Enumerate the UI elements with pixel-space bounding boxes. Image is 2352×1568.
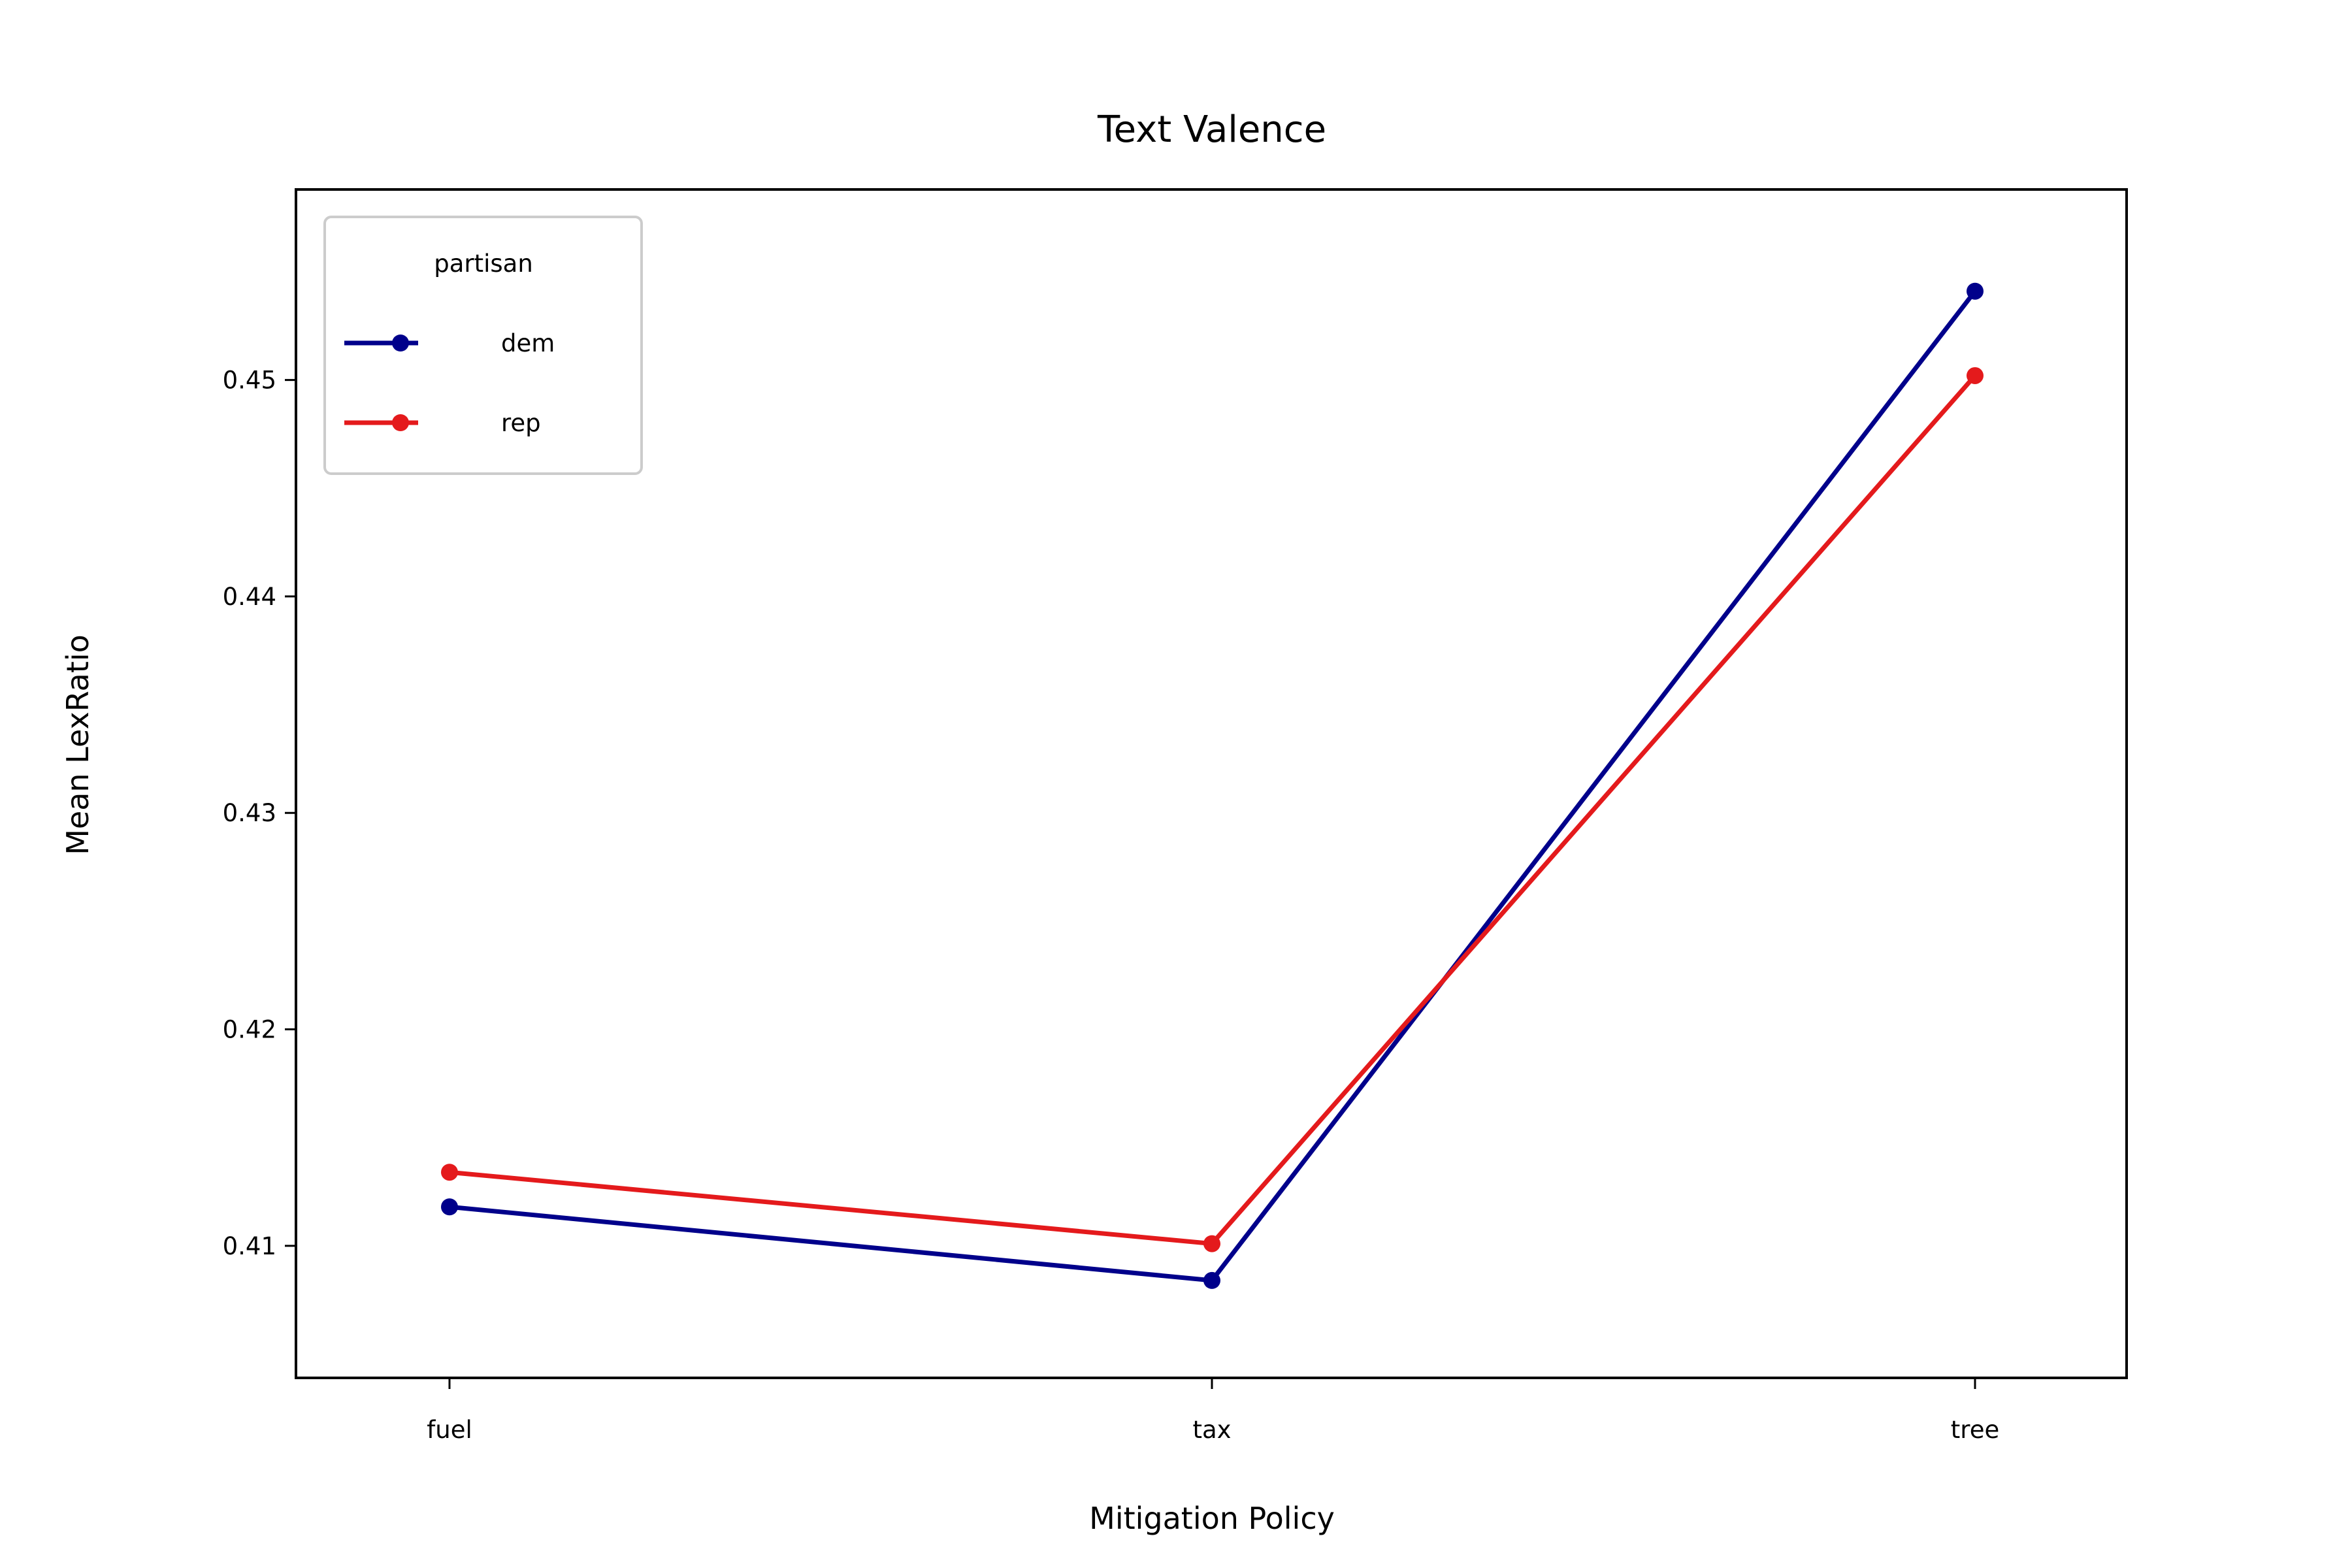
x-tick-label: fuel — [427, 1416, 472, 1444]
x-axis-label: Mitigation Policy — [1089, 1501, 1335, 1536]
y-tick-label: 0.41 — [223, 1232, 276, 1260]
legend-label-rep: rep — [501, 409, 541, 437]
series-line-dem — [449, 289, 1977, 1283]
y-tick-label: 0.43 — [223, 799, 276, 827]
x-tick-label: tax — [1192, 1416, 1231, 1444]
series-line-rep — [449, 374, 1977, 1247]
data-point-rep — [441, 1164, 458, 1181]
data-point-rep — [1967, 367, 1984, 384]
data-point-rep — [1203, 1235, 1220, 1252]
data-point-dem — [1203, 1271, 1220, 1289]
legend-title: partisan — [434, 250, 533, 278]
legend-box — [323, 216, 643, 475]
y-tick-label: 0.42 — [223, 1016, 276, 1044]
legend-label-dem: dem — [501, 329, 555, 357]
x-tick-label: tree — [1951, 1416, 1999, 1444]
legend-marker-dem — [392, 335, 409, 351]
plot-area: 0.41 0.42 0.43 0.44 0.45 fuel tax tree — [223, 188, 2128, 1444]
data-point-dem — [1967, 282, 1984, 300]
legend: partisan dem rep — [323, 216, 643, 475]
data-point-dem — [441, 1198, 458, 1216]
y-tick-label: 0.44 — [223, 583, 276, 611]
y-tick-label: 0.45 — [223, 367, 276, 395]
legend-marker-rep — [392, 414, 409, 431]
chart-title: Text Valence — [1097, 108, 1326, 151]
y-axis-label: Mean LexRatio — [60, 634, 95, 855]
